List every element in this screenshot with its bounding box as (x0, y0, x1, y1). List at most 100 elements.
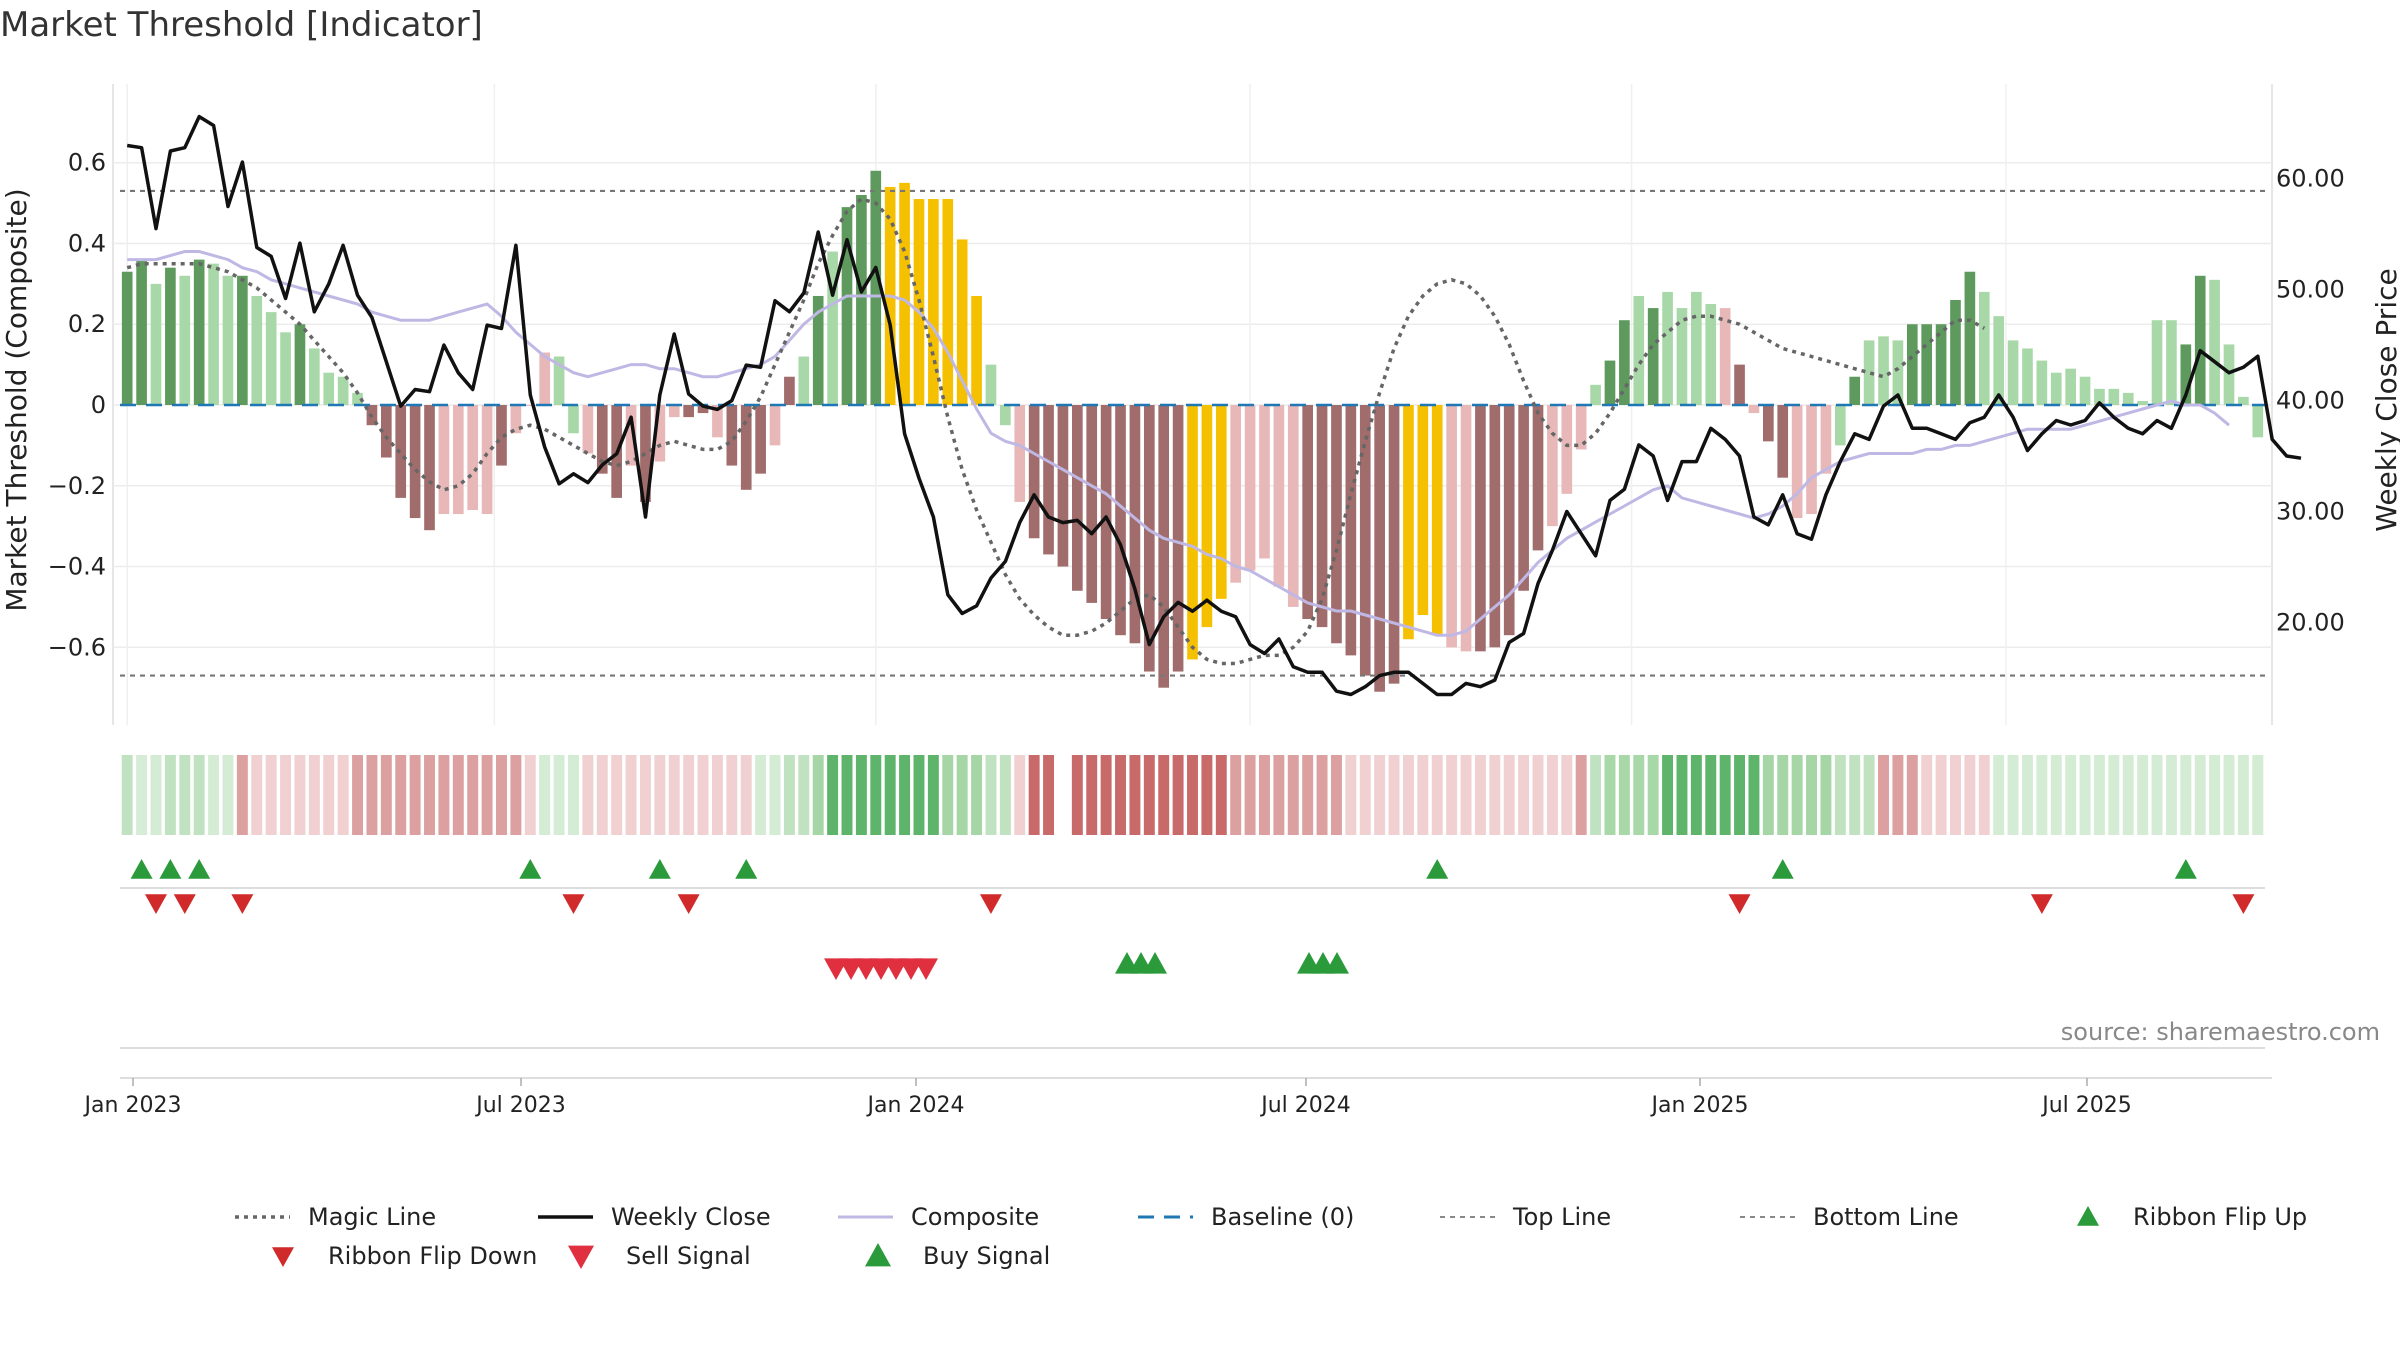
ribbon-cell (726, 755, 738, 835)
composite-bar (481, 405, 493, 515)
ribbon-cell (2079, 755, 2091, 835)
ribbon-cell (1043, 755, 1055, 835)
legend-label: Bottom Line (1813, 1203, 1959, 1231)
legend: Magic Line Weekly Close Composite Baseline … (235, 1203, 2307, 1270)
ribbon-cell (913, 755, 925, 835)
composite-bar (409, 405, 421, 519)
y-tick-label: −0.6 (48, 633, 106, 661)
y2-tick-label: 50.00 (2276, 276, 2345, 304)
composite-bar (1259, 405, 1270, 559)
composite-bar (510, 405, 522, 434)
y-tick-label: −0.2 (48, 472, 106, 500)
ribbon-flip-down-marker (1728, 894, 1751, 914)
ribbon-cell (1201, 755, 1213, 835)
composite-bar (265, 312, 277, 405)
ribbon-cell (2209, 755, 2221, 835)
legend-swatch (865, 1243, 891, 1267)
composite-bar (640, 405, 651, 502)
ribbon-cell (452, 755, 464, 835)
ribbon-cell (899, 755, 911, 835)
composite-bar (1518, 405, 1529, 591)
ribbon-cell (1431, 755, 1443, 835)
composite-bar (1921, 324, 1933, 405)
ribbon-cell (2050, 755, 2062, 835)
composite-bar (553, 356, 565, 405)
y-tick-label: −0.4 (48, 553, 106, 581)
ribbon-cell (208, 755, 220, 835)
legend-label: Baseline (0) (1211, 1203, 1354, 1231)
ribbon-cell (467, 755, 479, 835)
composite-bar (424, 405, 435, 531)
ribbon-cell (1618, 755, 1630, 835)
composite-bar (539, 352, 551, 405)
composite-bar (1431, 405, 1443, 636)
x-tick-label: Jan 2023 (83, 1093, 182, 1118)
composite-bar (956, 239, 968, 405)
composite-bar (380, 405, 392, 458)
composite-bar (179, 275, 191, 405)
composite-bar (798, 356, 810, 405)
ribbon-cell (2007, 755, 2019, 835)
ribbon-flip-up-marker (735, 859, 758, 879)
ribbon-cell (1259, 755, 1270, 835)
composite-bar (1187, 405, 1198, 660)
ribbon-cell (2252, 755, 2264, 835)
legend-item: Buy Signal (865, 1242, 1050, 1270)
composite-bar (2209, 279, 2220, 405)
sell-signal-marker (824, 958, 848, 980)
composite-bar (1532, 405, 1544, 551)
ribbon-cell (1935, 755, 1947, 835)
ribbon-cell (2036, 755, 2048, 835)
composite-bar (2223, 344, 2235, 405)
ribbon-cell (798, 755, 810, 835)
ribbon-cell (1978, 755, 1990, 835)
ribbon-flip-panel (120, 859, 2265, 914)
composite-bar (1935, 324, 1947, 405)
composite-bar (2194, 275, 2206, 405)
ribbon-cell (136, 755, 148, 835)
ribbon-cell (539, 755, 551, 835)
ribbon-cell (481, 755, 493, 835)
y2-tick-label: 40.00 (2276, 387, 2345, 415)
composite-bar (438, 405, 450, 515)
composite-bar (1676, 308, 1688, 405)
ribbon-cell (654, 755, 666, 835)
ribbon-cell (1330, 755, 1342, 835)
composite-bar (309, 348, 320, 405)
legend-label: Magic Line (308, 1203, 436, 1231)
y-tick-label: 0.4 (68, 229, 106, 257)
sell-signal-marker (899, 958, 923, 980)
ribbon-cell (1676, 755, 1688, 835)
ribbon-cell (164, 755, 176, 835)
ribbon-cell (1604, 755, 1616, 835)
y-axis-label: Market Threshold (Composite) (0, 188, 33, 611)
composite-bar (121, 271, 133, 405)
composite-bar (1590, 384, 1601, 405)
composite-bar (1215, 405, 1227, 599)
ribbon-cell (1388, 755, 1400, 835)
ribbon-cell (1287, 755, 1299, 835)
composite-bar (1172, 405, 1184, 672)
ribbon-cell (1546, 755, 1558, 835)
composite-bar (1489, 405, 1501, 648)
ribbon-flip-up-marker (1426, 859, 1449, 879)
composite-bar (1201, 405, 1213, 628)
composite-bar (1129, 405, 1141, 644)
ribbon-cell (1071, 755, 1083, 835)
ribbon-cell (1215, 755, 1227, 835)
composite-bar (1806, 405, 1817, 515)
composite-bar (280, 332, 291, 405)
composite-bar (2036, 360, 2048, 405)
composite-bar (323, 372, 335, 405)
composite-bar (1230, 405, 1242, 583)
composite-bar (496, 405, 507, 466)
ribbon-flip-up-marker (1771, 859, 1794, 879)
composite-bar (1950, 300, 1961, 405)
composite-bar (1273, 405, 1285, 587)
composite-panel: 0.6 0.4 0.2 0 −0.2 −0.4 −0.6 60.00 50.00 40.00 30.… (48, 84, 2345, 725)
ribbon-cell (884, 755, 896, 835)
legend-item: Magic Line (235, 1203, 436, 1231)
composite-bar (1057, 405, 1069, 567)
composite-bar (1158, 405, 1170, 688)
